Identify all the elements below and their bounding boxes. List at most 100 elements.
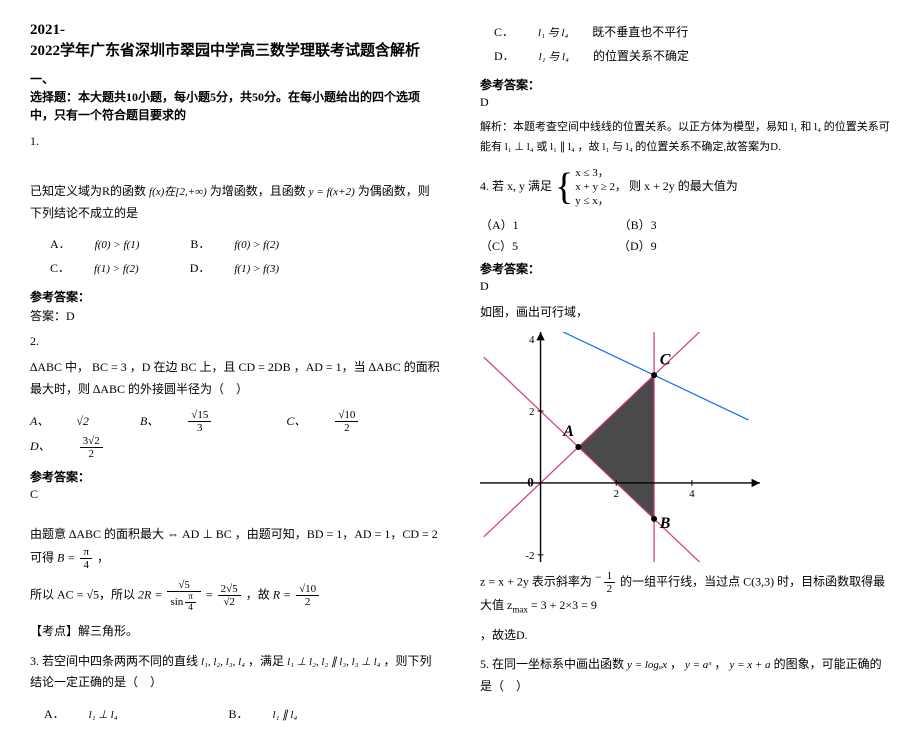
q2-eq: =: [206, 588, 216, 602]
q2-kd: 【考点】解三角形。: [30, 621, 440, 643]
q4-sol-b-a: z = x + 2y 表示斜率为: [480, 574, 595, 588]
q4-slope-den: 2: [604, 583, 616, 595]
q3-a: l₁ ⊥ l₄: [89, 709, 118, 721]
year-line: 2021-: [30, 22, 65, 38]
q1-d: f(1) > f(3): [234, 263, 279, 275]
q1-ans-label: 参考答案：: [30, 288, 440, 305]
q4-number: 4.: [480, 179, 492, 193]
q5-f1: y = logₐx: [627, 659, 667, 671]
q4-b: （B）3: [619, 216, 657, 233]
q2-c-num: √10: [335, 409, 358, 422]
q2-c-label: C、: [286, 414, 306, 428]
q1-b-label: B．: [190, 237, 210, 251]
q3-ans-label: 参考答案：: [480, 76, 890, 93]
q1-d-label: D．: [190, 261, 211, 275]
svg-text:2: 2: [529, 406, 535, 418]
q2-sol-B-lhs: B =: [57, 550, 78, 564]
q2-2R-num1: √5: [167, 579, 200, 592]
q3-number: 3.: [30, 654, 42, 668]
q1-stem-b: 为增函数，且函数: [210, 184, 306, 198]
q2-sol-b: 所以 AC = √5，所以: [30, 588, 138, 602]
q4-slope-num: 1: [604, 570, 616, 583]
q5-c2: ，: [714, 657, 726, 671]
feasible-region-chart: 2 4 -2 2 4 A C B 0: [480, 332, 760, 562]
q3-sol: 解析：本题考查空间中线线的位置关系。以正方体为模型，易知 l₁ 和 l₄ 的位置…: [480, 118, 890, 158]
q2-ans-label: 参考答案：: [30, 468, 440, 485]
svg-text:C: C: [660, 351, 671, 368]
q2-ans: C: [30, 487, 440, 502]
q3-c-b: 既不垂直也不平行: [592, 25, 688, 39]
q4-c1: x ≤ 3，: [575, 166, 626, 180]
q2-2R-lhs: 2R =: [138, 588, 165, 602]
q4-zmax-sub: max: [512, 605, 528, 615]
q3-d-b: 的位置关系不确定: [593, 49, 689, 63]
q1-c-label: C．: [50, 261, 70, 275]
q4-c3: y ≤ x，: [575, 194, 626, 208]
q3-cond: l₁ ⊥ l₂, l₂ ∥ l₃, l₃ ⊥ l₄: [287, 656, 380, 668]
q2-c-den: 2: [335, 422, 358, 434]
q2-R-lhs: R =: [273, 588, 294, 602]
q1-c: f(1) > f(2): [94, 263, 139, 275]
q4-ans-label: 参考答案：: [480, 260, 890, 277]
svg-text:2: 2: [613, 488, 619, 500]
page-title: 2022学年广东省深圳市翠园中学高三数学理联考试题含解析: [30, 43, 420, 59]
svg-text:B: B: [659, 515, 671, 532]
q5-stem-a: 在同一坐标系中画出函数: [492, 657, 627, 671]
q2-b-den: 3: [188, 422, 211, 434]
q1-a-label: A．: [50, 237, 71, 251]
q2-B-num: π: [80, 546, 92, 559]
q5-number: 5.: [480, 657, 492, 671]
svg-text:4: 4: [689, 488, 695, 500]
q3-ans: D: [480, 95, 890, 110]
instructions: 选择题：本大题共10小题，每小题5分，共50分。在每小题给出的四个选项中，只有一…: [30, 90, 420, 122]
q2-b-label: B、: [140, 414, 159, 428]
q2-2R-den1-den: 4: [185, 603, 196, 613]
q2-stem: ∆ABC 中， BC = 3 ，D 在边 BC 上，且 CD = 2DB ，AD…: [30, 360, 440, 396]
q2-d-num: 3√2: [80, 435, 103, 448]
q3-stem-b: ，满足: [248, 654, 287, 668]
q4-c2: x + y ≥ 2，: [575, 180, 626, 194]
q4-stem-b: 则 x + 2y 的最大值为: [629, 179, 738, 193]
q3-d-label: D．: [494, 49, 515, 63]
q3-d-a: l₁ 与 l₄: [539, 51, 569, 63]
q2-B-den: 4: [80, 559, 92, 571]
q1-fn1: f(x)在[2,+∞): [149, 186, 207, 198]
q1-b: f(0) > f(2): [234, 239, 279, 251]
q5-f3: y = x + a: [729, 659, 770, 671]
q3-c-label: C．: [494, 25, 514, 39]
q2-2R-num2: 2√5: [218, 583, 241, 596]
q4-d: （D）9: [618, 237, 657, 254]
q4-sol-a: 如图，画出可行域，: [480, 302, 890, 324]
svg-text:0: 0: [527, 475, 534, 490]
q4-sol-b-c: = 3 + 2×3 = 9: [531, 598, 597, 612]
q4-a: （A）1: [480, 216, 519, 233]
q5-c1: ，: [670, 657, 682, 671]
q1-number: 1.: [30, 134, 440, 149]
q2-d-label: D、: [30, 439, 51, 453]
svg-text:-2: -2: [525, 550, 534, 562]
q2-sol-c: ，故: [246, 588, 273, 602]
q1-options: A． f(0) > f(1) B． f(0) > f(2) C． f(1) > f(2…: [50, 232, 440, 280]
q2-number: 2.: [30, 334, 440, 349]
q2-a-label: A、: [30, 414, 49, 428]
q3-b: l₁ ∥ l₄: [273, 709, 298, 721]
q2-R-num: √10: [296, 583, 319, 596]
q1-a: f(0) > f(1): [95, 239, 140, 251]
q3-a-label: A．: [44, 707, 65, 721]
q2-2R-den1-pre: sin: [170, 596, 183, 608]
q2-2R-den2: √2: [218, 596, 241, 608]
q3-b-label: B．: [229, 707, 249, 721]
svg-text:4: 4: [529, 334, 535, 346]
q2-comma: ，: [97, 550, 109, 564]
q1-ans: 答案：D: [30, 307, 440, 324]
q2-b-num: √15: [188, 409, 211, 422]
svg-text:A: A: [562, 423, 574, 440]
q5-f2: y = aˣ: [685, 659, 711, 671]
q1-fn2: y = f(x+2): [309, 186, 355, 198]
q4-constraints: { x ≤ 3， x + y ≥ 2， y ≤ x，: [555, 166, 626, 209]
q2-R-den: 2: [296, 596, 319, 608]
q1-stem-a: 已知定义域为R的函数: [30, 184, 146, 198]
q3-stem-a: 若空间中四条两两不同的直线: [42, 654, 201, 668]
q3-lines: l₁, l₂, l₃, l₄: [201, 656, 245, 668]
section-num: 一、: [30, 72, 54, 86]
